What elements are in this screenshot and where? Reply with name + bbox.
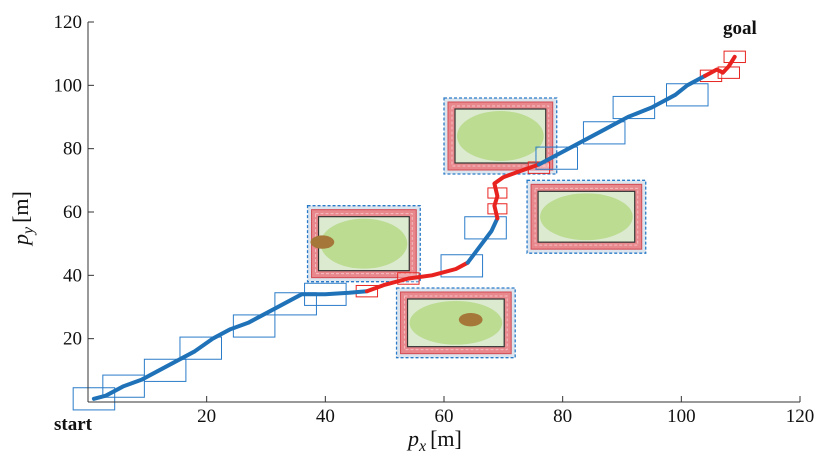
waypoint-box (464, 216, 507, 240)
waypoint-box (143, 358, 187, 382)
trajectory-segment-near-obstacle (364, 260, 470, 294)
y-axis-sub: y (20, 226, 37, 236)
obstacle-region (443, 97, 558, 175)
obstacle-ellipse (540, 193, 633, 241)
y-tick-label: 80 (63, 139, 82, 160)
waypoint-box (535, 146, 579, 170)
y-tick-label: 120 (54, 12, 83, 33)
obstacle-region (395, 287, 516, 359)
trajectory-segment-free (465, 216, 500, 265)
x-tick-label: 120 (786, 406, 815, 427)
x-axis-sub: x (418, 438, 426, 455)
obstacle-region (306, 205, 421, 283)
obstacle-region (526, 179, 647, 254)
x-axis-unit: [m] (430, 426, 462, 451)
x-tick-label: 100 (667, 406, 696, 427)
goal-label: goal (723, 18, 757, 39)
trajectory-segment-near-obstacle (703, 54, 737, 78)
waypoint-box (440, 254, 484, 278)
y-axis-unit: [m] (8, 191, 33, 223)
ticks-layer: 20 40 60 80 100 120 20 40 60 80 100 120 (54, 12, 815, 427)
waypoint-box (179, 336, 222, 360)
obstacle-core (310, 235, 335, 249)
path-layer (91, 54, 737, 401)
obstacle-inner-dash (534, 187, 639, 246)
y-tick-label: 100 (54, 75, 83, 96)
y-tick-label: 40 (63, 265, 82, 286)
waypoint-box (232, 314, 276, 338)
waypoint-box-near-obstacle (699, 69, 723, 83)
trajectory-segment-free (91, 289, 369, 401)
trajectory-segment-free (536, 73, 708, 167)
obstacles-layer (306, 97, 647, 359)
waypoint-box (102, 374, 145, 398)
obstacle-ellipse (320, 218, 408, 269)
x-tick-label: 80 (553, 406, 572, 427)
obstacle-ellipse (409, 301, 503, 345)
x-tick-label: 20 (197, 406, 216, 427)
x-axis-title: px [m] (406, 426, 462, 455)
obstacle-inner-dash (315, 213, 413, 275)
obstacle-ellipse (457, 111, 544, 161)
obstacle-inner-dash (404, 295, 508, 351)
obstacle-inner-dash (451, 105, 550, 167)
x-axis-var: p (406, 426, 419, 451)
y-tick-label: 60 (63, 202, 82, 223)
trajectory-segment-near-obstacle (492, 162, 541, 221)
waypoint-box (582, 121, 626, 145)
x-tick-label: 60 (435, 406, 454, 427)
waypoint-box (72, 387, 116, 411)
x-tick-label: 40 (316, 406, 335, 427)
start-label: start (54, 414, 93, 435)
obstacle-core (458, 312, 483, 327)
y-tick-label: 20 (63, 329, 82, 350)
y-axis-var: p (8, 234, 33, 247)
waypoint-box (274, 292, 317, 316)
y-axis-title: py [m] (8, 191, 37, 247)
